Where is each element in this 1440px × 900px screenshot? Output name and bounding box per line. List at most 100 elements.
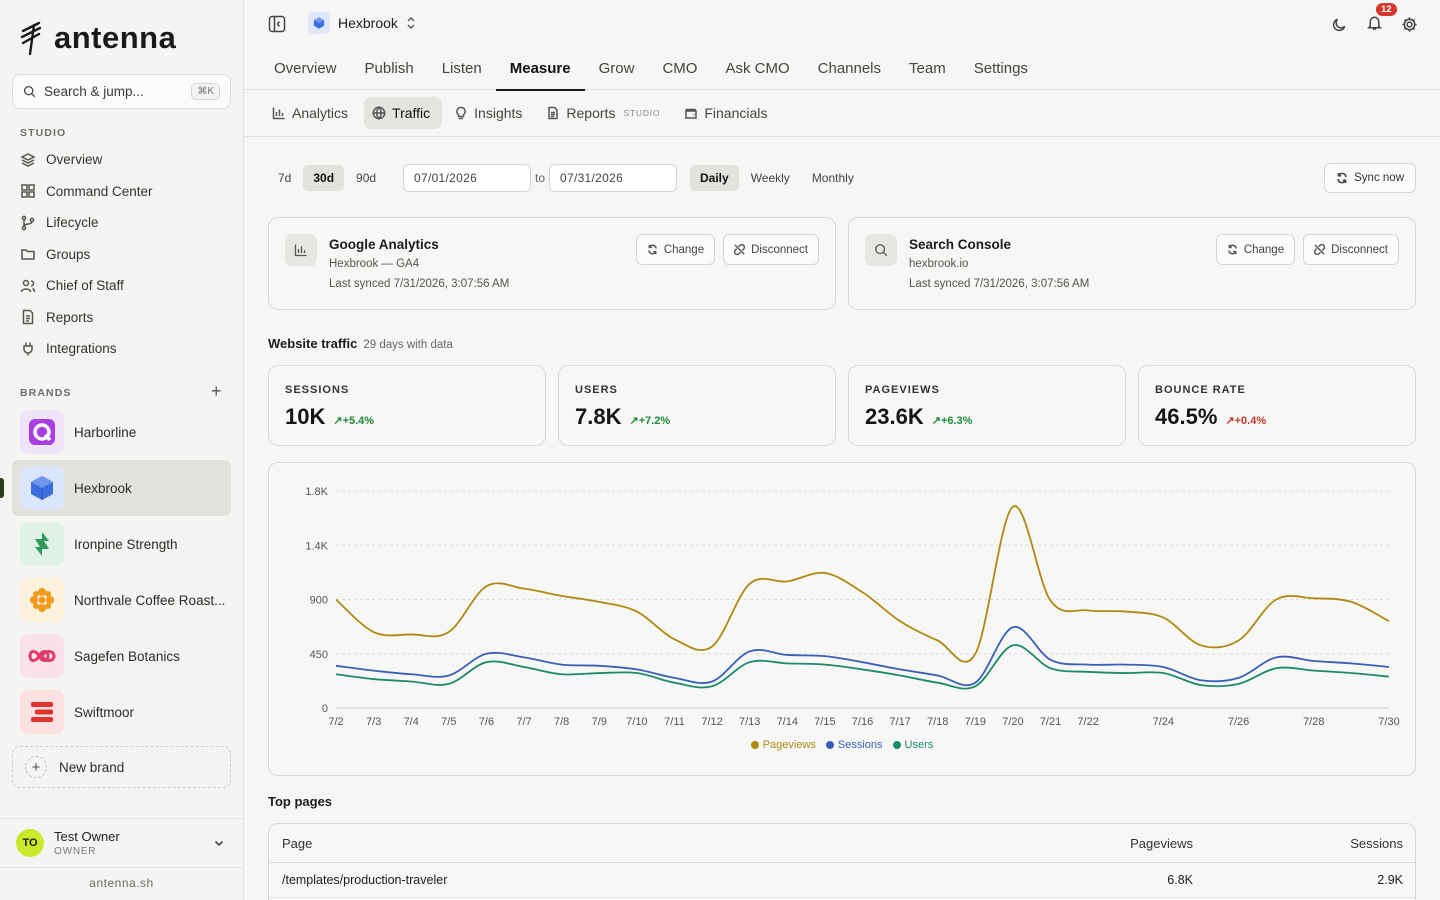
kpi-sessions: SESSIONS 10K ↗+5.4%: [268, 365, 546, 446]
sidebar: antenna Search & jump... ⌘K STUDIO Overv…: [0, 0, 244, 900]
granularity-weekly[interactable]: Weekly: [750, 171, 790, 185]
notifications-button[interactable]: 12: [1366, 3, 1397, 34]
bar-chart-icon: [272, 107, 285, 120]
granularity-daily[interactable]: Daily: [690, 165, 739, 191]
tab-listen[interactable]: Listen: [441, 59, 482, 77]
column-header-pageviews[interactable]: Pageviews: [1130, 835, 1193, 851]
kpi-delta-value: +6.3%: [940, 415, 973, 427]
x-tick-label: 7/13: [739, 716, 760, 728]
website-traffic-title: Website traffic: [268, 336, 358, 351]
subtab-financials[interactable]: Financials: [676, 97, 779, 129]
avatar: TO: [16, 829, 44, 857]
legend-item-sessions[interactable]: Sessions: [825, 739, 883, 751]
series-line-sessions: [335, 626, 1390, 687]
chevron-updown-icon: [407, 17, 415, 29]
date-from-input[interactable]: 07/01/2026: [403, 164, 531, 192]
change-button[interactable]: Change: [1215, 234, 1296, 265]
series-line-pageviews: [335, 505, 1390, 663]
notification-count-badge: 12: [1376, 3, 1397, 16]
change-label: Change: [663, 243, 705, 256]
document-icon: [22, 310, 34, 325]
sidebar-item-overview[interactable]: Overview: [12, 144, 231, 176]
northvale-logo-icon: [20, 578, 64, 622]
brand-item-ironpine-strength[interactable]: Ironpine Strength: [12, 516, 231, 572]
studio-section-label: STUDIO: [20, 127, 67, 139]
subtab-reports[interactable]: Reports STUDIO: [538, 97, 672, 129]
y-tick-label: 450: [310, 649, 328, 661]
sidebar-item-integrations[interactable]: Integrations: [12, 333, 231, 365]
sync-now-label: Sync now: [1354, 172, 1404, 184]
gear-icon[interactable]: [1401, 16, 1418, 33]
disconnect-button[interactable]: Disconnect: [723, 234, 819, 265]
top-pages-title: Top pages: [268, 794, 333, 809]
kpi-label: SESSIONS: [285, 384, 350, 396]
legend-item-users[interactable]: Users: [892, 739, 933, 751]
tab-publish[interactable]: Publish: [364, 59, 414, 77]
column-header-sessions[interactable]: Sessions: [1350, 835, 1403, 851]
brand-item-hexbrook[interactable]: Hexbrook: [12, 460, 231, 516]
kpi-users: USERS 7.8K ↗+7.2%: [558, 365, 836, 446]
tab-overview[interactable]: Overview: [274, 59, 337, 77]
column-header-page[interactable]: Page: [282, 835, 313, 851]
x-tick-label: 7/19: [965, 716, 986, 728]
source-subtitle: Hexbrook — GA4: [329, 258, 420, 270]
workspace-switcher[interactable]: Hexbrook: [308, 12, 416, 34]
y-tick-label: 0: [322, 703, 328, 715]
granularity-monthly[interactable]: Monthly: [811, 171, 854, 185]
brand-item-swiftmoor[interactable]: Swiftmoor: [12, 684, 231, 740]
legend-dot: [750, 741, 759, 749]
date-to-label: to: [535, 171, 546, 185]
subtab-traffic[interactable]: Traffic: [364, 97, 443, 129]
tab-measure[interactable]: Measure: [495, 46, 585, 91]
sidebar-item-command-center[interactable]: Command Center: [12, 176, 231, 208]
users-icon: [20, 279, 36, 292]
change-button[interactable]: Change: [635, 234, 716, 265]
source-title: Search Console: [909, 237, 1012, 252]
new-brand-button[interactable]: + New brand: [12, 746, 231, 788]
analytics-bar-icon: [285, 234, 317, 266]
workspace-name: Hexbrook: [338, 15, 398, 31]
tab-cmo[interactable]: CMO: [662, 59, 698, 77]
table-row[interactable]: /templates/production-traveler 6.8K 2.9K: [269, 863, 1415, 898]
search-jump-input[interactable]: Search & jump... ⌘K: [12, 74, 231, 109]
ironpine-logo-icon: [20, 522, 64, 566]
kpi-value: 10K: [285, 404, 326, 429]
range-90d[interactable]: 90d: [356, 171, 377, 185]
sidebar-item-chief-of-staff[interactable]: Chief of Staff: [12, 270, 231, 302]
tab-settings[interactable]: Settings: [973, 59, 1028, 77]
trend-up-icon: ↗: [1225, 415, 1235, 427]
app-logo[interactable]: antenna: [18, 20, 176, 56]
swiftmoor-logo-icon: [20, 690, 64, 734]
user-menu[interactable]: TO Test Owner OWNER: [0, 818, 243, 868]
sidebar-item-lifecycle[interactable]: Lifecycle: [12, 207, 231, 239]
sidebar-item-label: Groups: [46, 246, 91, 262]
range-7d[interactable]: 7d: [278, 171, 292, 185]
tab-ask-cmo[interactable]: Ask CMO: [725, 59, 790, 77]
brand-item-sagefen-botanics[interactable]: Sagefen Botanics: [12, 628, 231, 684]
date-to-input[interactable]: 07/31/2026: [549, 164, 677, 192]
subtab-insights[interactable]: Insights: [446, 97, 534, 129]
sync-now-button[interactable]: Sync now: [1324, 163, 1416, 193]
subtab-analytics[interactable]: Analytics: [264, 97, 360, 129]
source-title: Google Analytics: [329, 237, 439, 252]
brand-item-northvale-coffee[interactable]: Northvale Coffee Roast...: [12, 572, 231, 628]
studio-nav: Overview Command Center Lifecycle Groups…: [12, 144, 231, 365]
tab-channels[interactable]: Channels: [817, 59, 882, 77]
brand-item-harborline[interactable]: Harborline: [12, 404, 231, 460]
tab-team[interactable]: Team: [909, 59, 946, 77]
sidebar-toggle-icon[interactable]: [268, 15, 286, 33]
range-30d[interactable]: 30d: [303, 165, 345, 191]
legend-item-pageviews[interactable]: Pageviews: [750, 739, 816, 751]
moon-icon[interactable]: [1331, 16, 1348, 33]
kpi-delta-value: +0.4%: [1234, 415, 1267, 427]
kpi-bounce-rate: BOUNCE RATE 46.5% ↗+0.4%: [1138, 365, 1416, 446]
sidebar-item-groups[interactable]: Groups: [12, 239, 231, 271]
disconnect-button[interactable]: Disconnect: [1303, 234, 1399, 265]
add-brand-plus-icon[interactable]: +: [211, 381, 222, 401]
source-subtitle: hexbrook.io: [909, 258, 969, 270]
lightbulb-icon: [456, 106, 466, 120]
sidebar-item-reports[interactable]: Reports: [12, 302, 231, 334]
tab-grow[interactable]: Grow: [598, 59, 635, 77]
x-tick-label: 7/9: [592, 716, 607, 728]
sidebar-item-label: Reports: [46, 309, 94, 325]
